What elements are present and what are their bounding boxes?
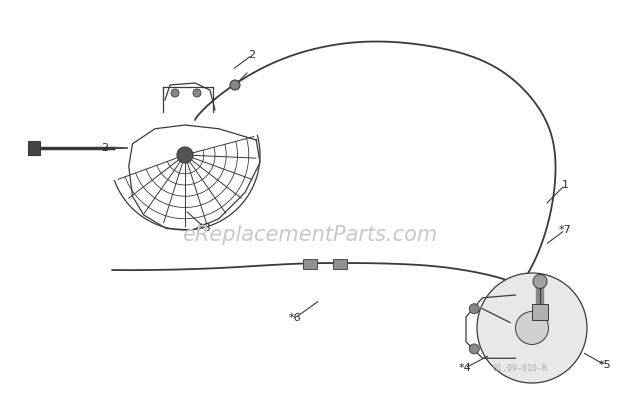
Text: 1: 1: [562, 180, 569, 190]
Text: *4: *4: [459, 363, 471, 373]
Circle shape: [477, 273, 587, 383]
Circle shape: [533, 274, 547, 289]
Circle shape: [469, 344, 479, 354]
Text: 2: 2: [249, 50, 255, 60]
Text: eReplacementParts.com: eReplacementParts.com: [182, 225, 438, 245]
Circle shape: [469, 304, 479, 314]
Text: 2: 2: [102, 143, 108, 153]
Text: 01.09-010-B: 01.09-010-B: [492, 364, 547, 372]
Circle shape: [515, 311, 549, 344]
Circle shape: [171, 89, 179, 97]
Text: *3: *3: [198, 223, 211, 233]
FancyBboxPatch shape: [333, 259, 347, 269]
Circle shape: [193, 89, 201, 97]
Circle shape: [177, 147, 193, 163]
Text: *6: *6: [289, 313, 301, 323]
FancyBboxPatch shape: [303, 259, 317, 269]
Circle shape: [230, 80, 240, 90]
FancyBboxPatch shape: [28, 141, 40, 155]
FancyBboxPatch shape: [532, 303, 548, 320]
Text: *7: *7: [559, 225, 572, 235]
Text: *5: *5: [599, 360, 611, 370]
